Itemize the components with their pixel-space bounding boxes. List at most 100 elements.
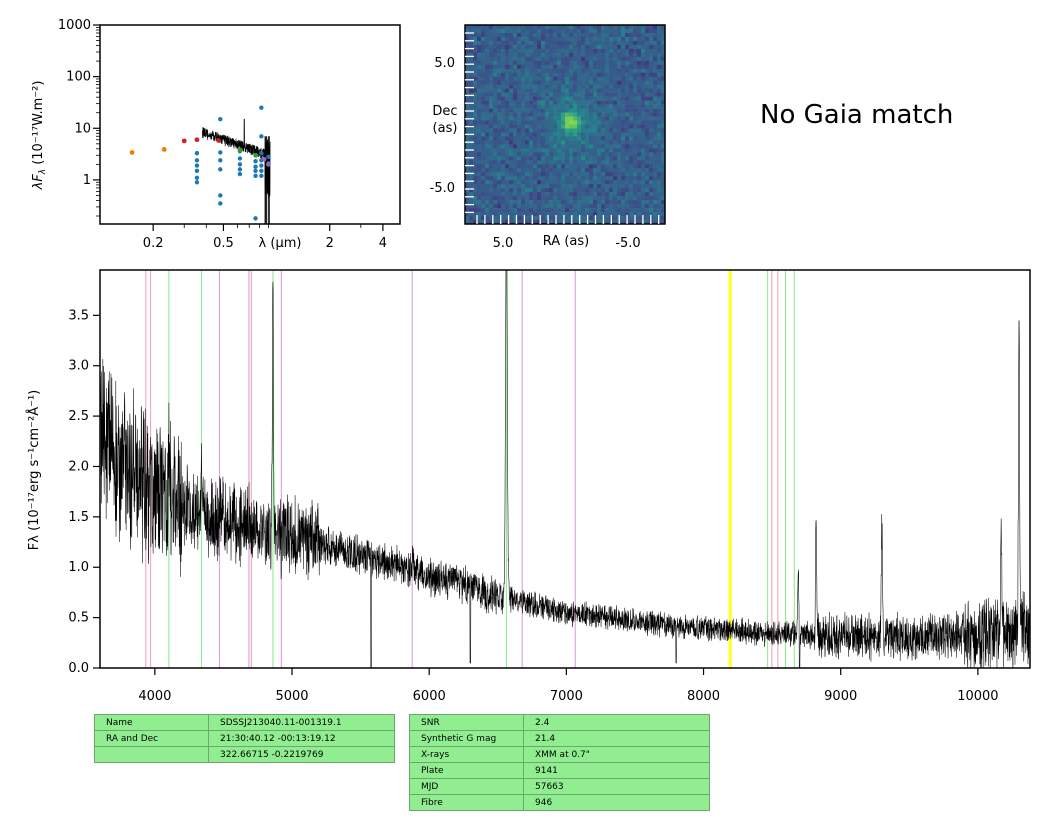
image-pixel [493,196,498,201]
image-pixel [481,136,486,141]
image-pixel [573,36,578,42]
image-pixel [541,88,546,93]
image-pixel [477,92,482,97]
image-pixel [629,76,634,82]
image-pixel [521,84,526,89]
image-pixel [481,216,486,221]
image-pixel [469,84,474,89]
image-pixel [469,68,474,74]
image-pixel [561,200,566,205]
image-pixel [661,156,666,161]
image-pixel [481,144,486,149]
image-pixel [613,64,618,70]
image-pixel [653,168,658,173]
image-pixel [485,68,490,74]
right-table-key: MJD [409,778,524,795]
image-pixel [573,148,578,153]
image-pixel [589,84,594,89]
image-pixel [621,148,626,153]
image-pixel [661,68,666,74]
image-pixel [601,100,606,105]
image-pixel [653,112,658,117]
image-pixel [617,56,622,62]
image-pixel [497,208,502,213]
image-pixel [565,208,570,213]
image-pixel [481,64,486,70]
image-pixel [621,120,626,125]
image-pixel [657,88,662,93]
image-pixel [637,104,642,109]
image-pixel [481,40,486,46]
image-pixel [477,128,482,133]
image-pixel [561,184,566,189]
image-pixel [653,40,658,46]
image-pixel [633,104,638,109]
image-pixel [645,136,650,141]
image-pixel [489,116,494,121]
image-pixel [569,192,574,197]
image-pixel [593,68,598,74]
image-pixel [585,140,590,145]
image-pixel [605,184,610,189]
image-pixel [561,216,566,221]
image-pixel [621,36,626,42]
image-pixel [629,196,634,201]
image-pixel [573,172,578,177]
image-pixel [557,100,562,105]
image-pixel [565,152,570,157]
image-pixel [541,44,546,50]
image-pixel [653,116,658,121]
image-pixel [541,168,546,173]
image-pixel [529,208,534,213]
image-pixel [529,200,534,205]
image-pixel [481,120,486,125]
image-pixel [545,56,550,62]
image-pixel [561,212,566,217]
image-pixel [589,92,594,97]
image-pixel [517,200,522,205]
image-pixel [581,212,586,217]
image-pixel [557,96,562,101]
image-pixel [497,144,502,149]
image-pixel [601,180,606,185]
image-pixel [569,116,574,121]
image-pixel [637,204,642,209]
image-pixel [621,96,626,101]
image-pixel [621,40,626,46]
image-pixel [513,180,518,185]
image-pixel [613,36,618,42]
image-pixel [545,168,550,173]
image-pixel [557,208,562,213]
image-pixel [589,32,594,38]
image-pixel [489,68,494,74]
image-pixel [573,68,578,74]
image-pixel [585,64,590,70]
image-pixel [545,60,550,66]
image-pixel [597,104,602,109]
image-pixel [605,204,610,209]
image-pixel [561,120,566,125]
image-pixel [637,68,642,74]
image-pixel [657,164,662,169]
image-pixel [537,44,542,50]
image-pixel [565,196,570,201]
image-pixel [525,108,530,113]
image-pixel [597,25,602,30]
image-pixel [489,52,494,58]
image-pixel [593,212,598,217]
sed-photometry-point [253,152,259,158]
image-pixel [653,104,658,109]
image-pixel [581,100,586,105]
image-pixel [517,136,522,141]
image-pixel [657,68,662,74]
image-pixel [533,160,538,165]
image-pixel [581,104,586,109]
image-pixel [585,120,590,125]
image-pixel [553,140,558,145]
image-pixel [501,188,506,193]
image-pixel [593,180,598,185]
image-pixel [501,160,506,165]
right-table-key: Synthetic G mag [409,730,524,747]
image-pixel [493,176,498,181]
image-pixel [573,96,578,101]
